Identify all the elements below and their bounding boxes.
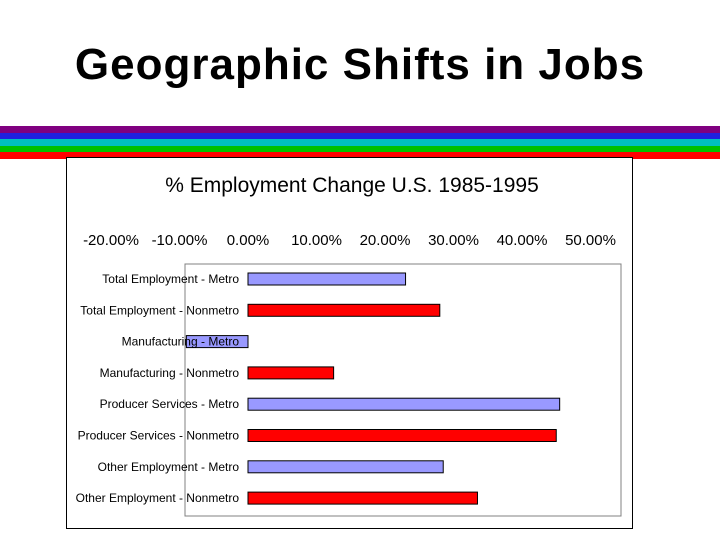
bar-chart: % Employment Change U.S. 1985-1995 -20.0…	[76, 174, 622, 517]
category-label: Manufacturing - Metro	[122, 335, 240, 349]
stripe	[0, 132, 720, 140]
category-label: Total Employment - Metro	[102, 272, 239, 286]
category-label: Producer Services - Metro	[100, 397, 240, 411]
bar	[185, 335, 249, 349]
plot-area	[184, 263, 622, 517]
x-tick-label: 0.00%	[227, 232, 270, 249]
bar	[247, 272, 407, 286]
stripe	[0, 126, 720, 133]
chart-panel: % Employment Change U.S. 1985-1995 -20.0…	[66, 157, 633, 529]
category-label: Manufacturing - Nonmetro	[100, 366, 240, 380]
x-axis-ticks: -20.00% -10.00% 0.00% 10.00% 20.00% 30.00% 40.…	[83, 232, 616, 249]
x-tick-label: 10.00%	[291, 232, 342, 249]
stripe	[0, 139, 720, 146]
category-labels: Total Employment - Metro Total Employment…	[76, 272, 240, 505]
slide-title: Geographic Shifts in Jobs	[74, 40, 646, 89]
bar	[247, 491, 478, 505]
decorative-stripes	[0, 126, 720, 160]
stripe	[0, 152, 720, 159]
bars	[185, 272, 561, 505]
bar	[247, 429, 557, 442]
bar	[247, 366, 335, 380]
x-tick-label: 40.00%	[497, 232, 548, 249]
x-tick-label: 50.00%	[565, 232, 616, 249]
category-label: Other Employment - Nonmetro	[76, 491, 240, 505]
bar	[247, 460, 444, 474]
x-tick-label: -10.00%	[152, 232, 208, 249]
bar	[247, 397, 561, 411]
x-tick-label: -20.00%	[83, 232, 139, 249]
x-tick-label: 30.00%	[428, 232, 479, 249]
chart-title: % Employment Change U.S. 1985-1995	[165, 174, 539, 197]
stripe	[0, 145, 720, 153]
category-label: Total Employment - Nonmetro	[80, 303, 239, 317]
category-label: Other Employment - Metro	[98, 460, 240, 474]
bar	[247, 303, 441, 317]
category-label: Producer Services - Nonmetro	[78, 429, 240, 443]
x-tick-label: 20.00%	[360, 232, 411, 249]
